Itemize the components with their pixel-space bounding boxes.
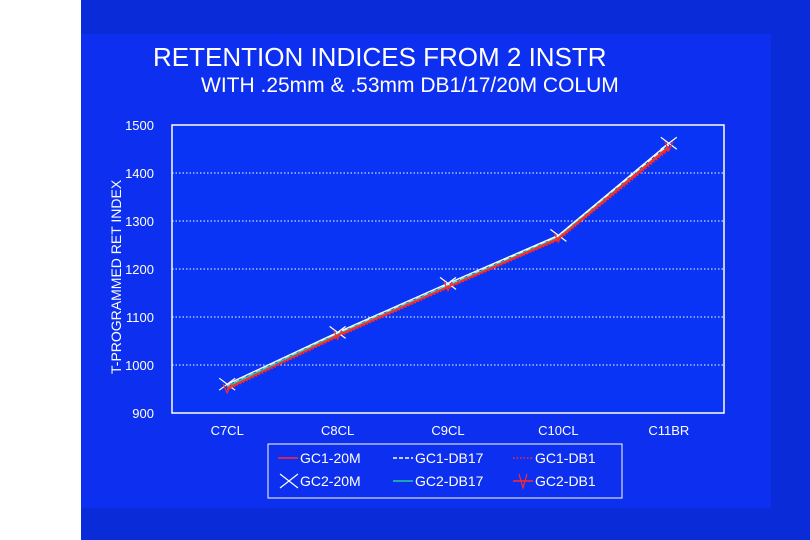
chart-subtitle: WITH .25mm & .53mm DB1/17/20M COLUM bbox=[201, 74, 619, 97]
chart-title: RETENTION INDICES FROM 2 INSTR bbox=[153, 42, 607, 72]
y-tick-label: 900 bbox=[132, 406, 154, 421]
legend-box bbox=[267, 443, 623, 499]
legend-entry-label: GC2-20M bbox=[300, 473, 361, 489]
chart-svg: RETENTION INDICES FROM 2 INSTR WITH .25m… bbox=[108, 42, 725, 499]
data-point-v-marker bbox=[222, 383, 232, 395]
x-tick-label: C7CL bbox=[211, 423, 244, 438]
legend-entry-label: GC1-DB17 bbox=[415, 450, 484, 466]
plot-area-group: 1500 1400 1300 1200 1100 1000 900 C7CL C8CL C9CL C… bbox=[125, 118, 725, 438]
x-tick-label: C9CL bbox=[431, 423, 464, 438]
series-line-gc1-db1 bbox=[226, 149, 670, 391]
data-point-x-marker bbox=[660, 136, 678, 150]
data-point-x-marker bbox=[218, 377, 236, 391]
legend-swatch-marker bbox=[518, 473, 528, 491]
y-tick-label: 1000 bbox=[125, 358, 154, 373]
y-tick-label: 1200 bbox=[125, 262, 154, 277]
y-tick-label: 1500 bbox=[125, 118, 154, 133]
data-point-v-marker bbox=[333, 329, 343, 341]
data-point-v-marker bbox=[553, 233, 563, 244]
chart-panel: RETENTION INDICES FROM 2 INSTR WITH .25m… bbox=[81, 34, 771, 508]
legend: GC1-20M GC1-DB17 GC1-DB1 GC2-20M GC2-DB17 GC2… bbox=[267, 443, 623, 499]
y-tick-label: 1300 bbox=[125, 214, 154, 229]
x-tick-label: C11BR bbox=[648, 423, 689, 438]
data-point-v-marker bbox=[664, 141, 674, 153]
x-tick-label: C10CL bbox=[538, 423, 578, 438]
legend-entry-label: GC2-DB1 bbox=[535, 473, 596, 489]
y-tick-label: 1400 bbox=[125, 166, 154, 181]
left-margin-strip bbox=[0, 0, 81, 540]
series-line-gc2-db1 bbox=[226, 146, 670, 390]
data-point-v-marker bbox=[443, 281, 453, 293]
legend-entry-label: GC1-20M bbox=[300, 450, 361, 466]
legend-swatch bbox=[279, 473, 299, 489]
y-axis-label: T-PROGRAMMED RET INDEX bbox=[108, 179, 124, 374]
legend-entry-label: GC1-DB1 bbox=[535, 450, 596, 466]
legend-entry-label: GC2-DB17 bbox=[415, 473, 484, 489]
x-tick-label: C8CL bbox=[321, 423, 354, 438]
y-tick-label: 1100 bbox=[126, 310, 154, 325]
